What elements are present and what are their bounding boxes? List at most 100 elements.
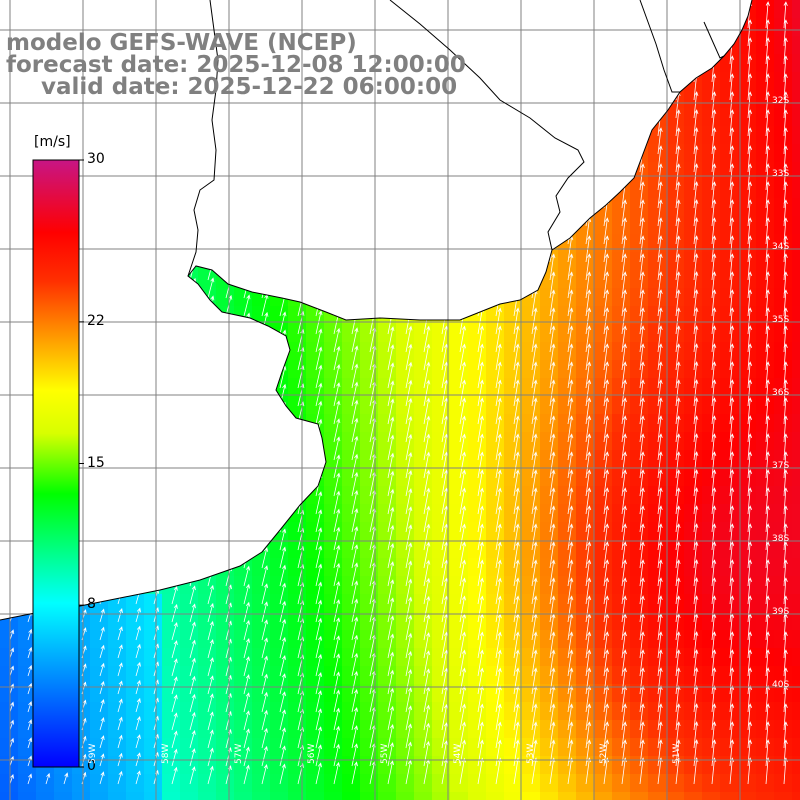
field-cell	[576, 72, 595, 91]
field-cell	[558, 522, 577, 541]
field-cell	[396, 666, 415, 685]
field-cell	[198, 324, 217, 343]
wind-arrow	[333, 400, 341, 425]
wind-arrow	[423, 559, 431, 587]
wind-arrow	[135, 152, 143, 173]
field-cell	[108, 612, 127, 631]
field-cell	[504, 666, 523, 685]
field-cell	[774, 774, 793, 793]
field-cell	[18, 90, 37, 109]
wind-arrow	[531, 523, 538, 551]
wind-arrow	[693, 19, 699, 47]
field-cell	[126, 648, 145, 667]
field-cell	[558, 504, 577, 523]
wind-arrow	[675, 415, 681, 443]
wind-arrow	[207, 241, 215, 263]
field-cell	[162, 486, 181, 505]
field-cell	[738, 558, 757, 577]
wind-arrow	[657, 703, 663, 731]
wind-arrow	[621, 55, 627, 83]
wind-arrow	[117, 406, 124, 425]
wind-arrow	[279, 582, 287, 605]
wind-arrow	[27, 535, 34, 551]
field-cell	[684, 360, 703, 379]
wind-arrow	[567, 343, 574, 371]
wind-arrow	[405, 488, 413, 515]
field-cell	[270, 702, 289, 721]
field-cell	[126, 486, 145, 505]
wind-arrow	[495, 415, 502, 443]
field-cell	[648, 216, 667, 235]
field-cell	[252, 360, 271, 379]
field-cell	[540, 558, 559, 577]
wind-arrow	[243, 601, 250, 623]
wind-arrow	[459, 379, 466, 407]
field-cell	[180, 486, 199, 505]
coastline-south-america	[0, 0, 753, 621]
field-cell	[738, 18, 757, 37]
wind-arrow	[405, 506, 413, 533]
field-cell	[576, 36, 595, 55]
field-cell	[324, 540, 343, 559]
wind-arrow	[315, 346, 323, 371]
field-cell	[288, 180, 307, 199]
wind-arrow	[117, 424, 124, 443]
field-cell	[342, 558, 361, 577]
field-cell	[738, 108, 757, 127]
wind-arrow	[279, 492, 287, 515]
wind-arrow	[783, 55, 788, 83]
wind-arrow	[585, 595, 592, 623]
field-cell	[738, 540, 757, 559]
field-cell	[648, 558, 667, 577]
wind-arrow	[513, 703, 520, 731]
field-cell	[216, 756, 235, 775]
field-cell	[0, 252, 19, 271]
wind-arrow	[639, 433, 645, 461]
field-cell	[558, 648, 577, 667]
wind-arrow	[567, 253, 574, 281]
field-cell	[558, 162, 577, 181]
wind-arrow	[693, 505, 699, 533]
wind-arrow	[117, 442, 124, 461]
field-cell	[576, 558, 595, 577]
wind-arrow	[9, 647, 15, 659]
field-cell	[306, 720, 325, 739]
wind-arrow	[585, 37, 592, 65]
field-cell	[702, 90, 721, 109]
wind-arrow	[639, 451, 645, 479]
field-cell	[360, 126, 379, 145]
wind-arrow	[495, 379, 502, 407]
field-cell	[612, 756, 631, 775]
field-cell	[684, 666, 703, 685]
field-cell	[324, 324, 343, 343]
wind-arrow	[567, 307, 574, 335]
wind-arrow	[639, 649, 645, 677]
field-cell	[486, 18, 505, 37]
field-cell	[324, 144, 343, 163]
wind-arrow	[117, 551, 124, 569]
field-cell	[360, 792, 379, 800]
wind-arrow	[333, 581, 341, 605]
field-cell	[126, 180, 145, 199]
wind-arrow	[657, 145, 663, 173]
field-cell	[630, 90, 649, 109]
field-cell	[684, 558, 703, 577]
field-cell	[378, 558, 397, 577]
field-cell	[396, 450, 415, 469]
field-cell	[702, 450, 721, 469]
field-cell	[450, 144, 469, 163]
field-cell	[414, 450, 433, 469]
field-cell	[630, 792, 649, 800]
wind-arrow	[693, 721, 699, 749]
field-cell	[720, 342, 739, 361]
field-cell	[684, 486, 703, 505]
wind-arrow	[333, 617, 341, 641]
wind-arrow	[279, 618, 287, 641]
field-cell	[144, 558, 163, 577]
field-cell	[234, 720, 253, 739]
wind-arrow	[117, 626, 123, 641]
field-cell	[648, 396, 667, 415]
field-cell	[216, 540, 235, 559]
field-cell	[360, 774, 379, 793]
wind-arrow	[693, 325, 699, 353]
